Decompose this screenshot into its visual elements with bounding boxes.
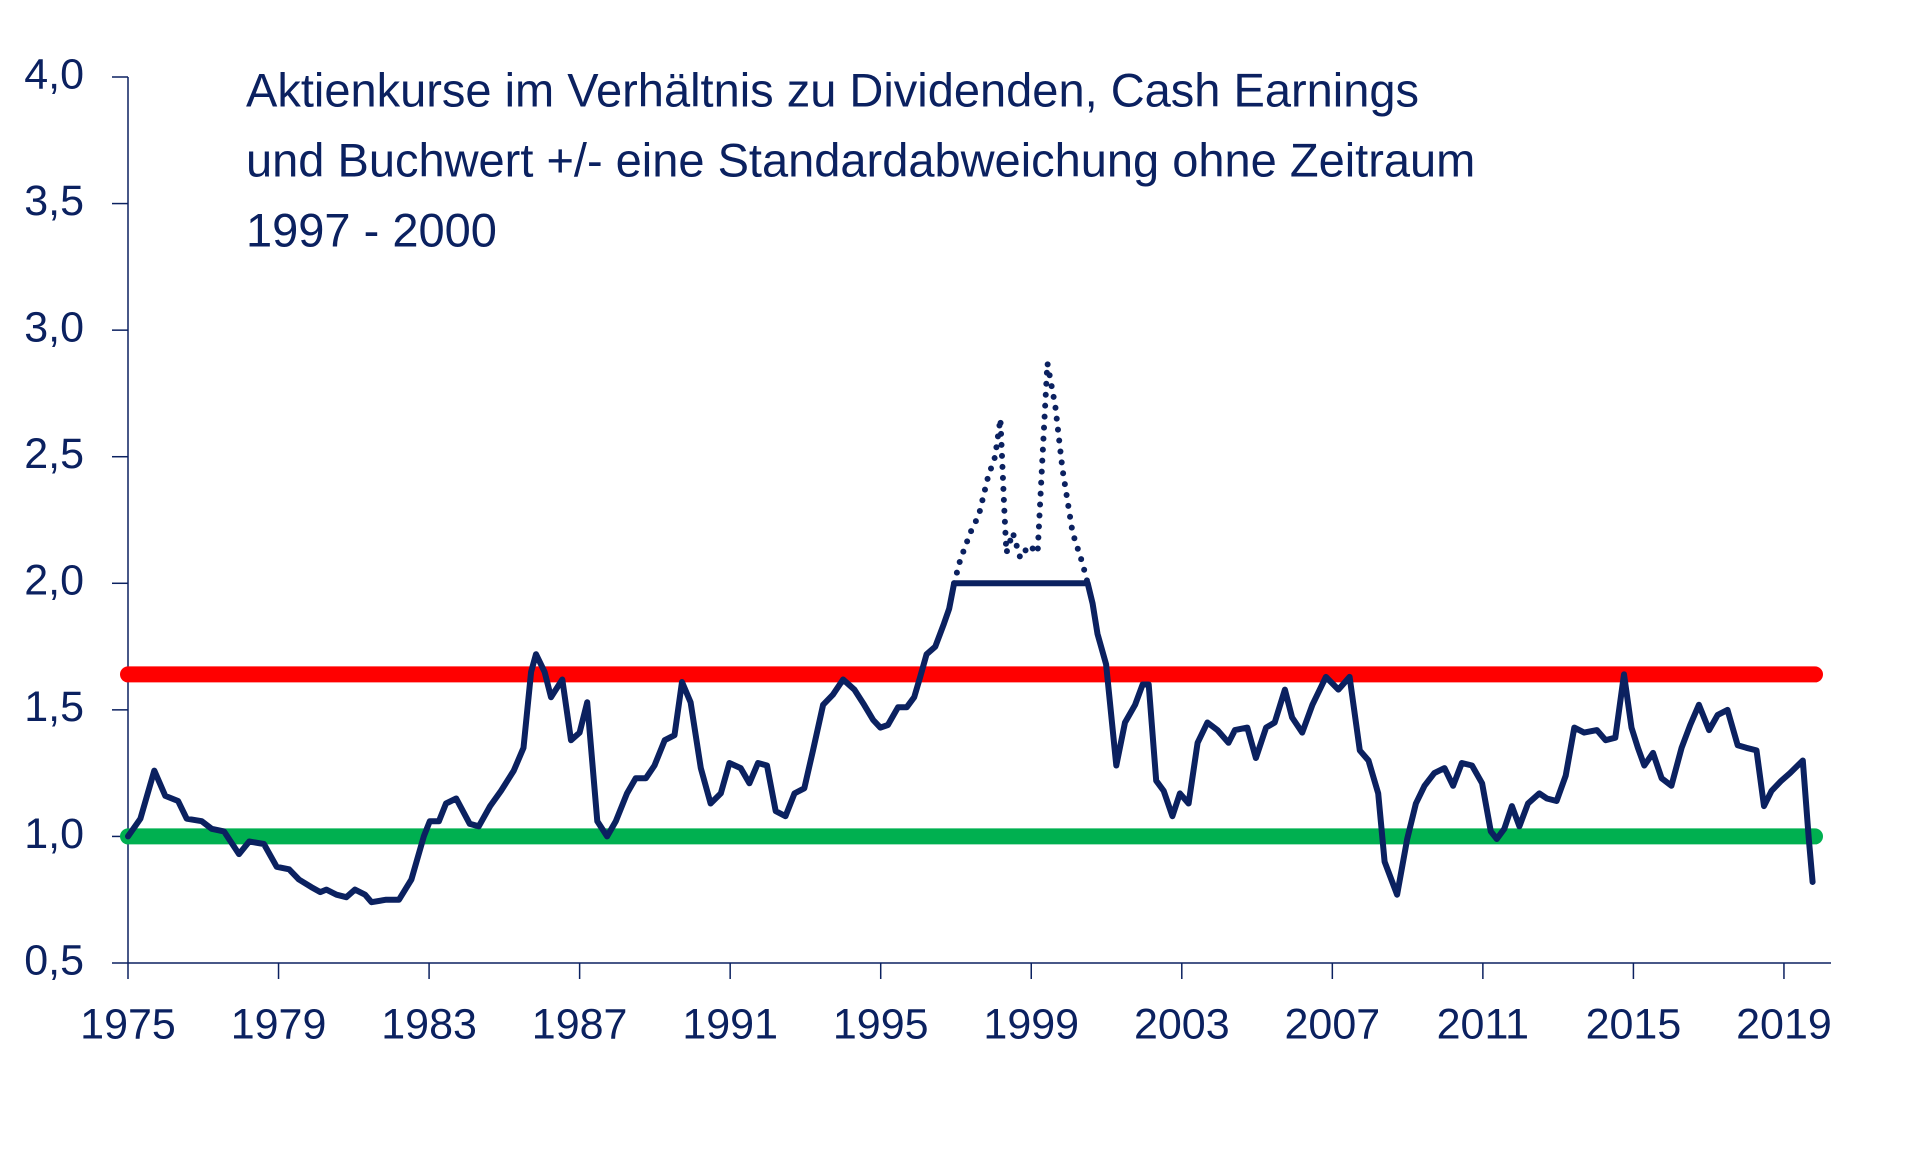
x-tick-label: 2011 [1437,1000,1529,1048]
y-tick-label: 1,5 [24,683,84,731]
data-line [125,580,1816,906]
chart-title: Aktienkurse im Verhältnis zu Dividenden,… [246,63,1419,116]
y-tick-label: 3,5 [24,177,84,225]
y-tick-label: 1,0 [24,810,84,858]
x-tick-label: 1979 [231,1000,327,1048]
y-tick-label: 0,5 [24,936,84,984]
chart-title: 1997 - 2000 [246,203,497,256]
x-tick-label: 1991 [682,1000,778,1048]
x-tick-label: 1983 [381,1000,477,1048]
y-tick-label: 3,0 [24,304,84,352]
x-tick-label: 1995 [833,1000,929,1048]
x-tick-label: 2019 [1736,1000,1832,1048]
x-tick-label: 2007 [1284,1000,1380,1048]
chart-title: und Buchwert +/- eine Standardabweichung… [246,133,1475,186]
x-tick-label: 2003 [1134,1000,1230,1048]
data-line [951,360,1091,587]
x-tick-label: 1999 [983,1000,1079,1048]
y-tick-label: 2,0 [24,557,84,605]
x-tick-label: 2015 [1586,1000,1682,1048]
x-tick-label: 1975 [80,1000,176,1048]
y-tick-label: 4,0 [24,50,84,98]
x-tick-label: 1987 [532,1000,628,1048]
y-tick-label: 2,5 [24,430,84,478]
